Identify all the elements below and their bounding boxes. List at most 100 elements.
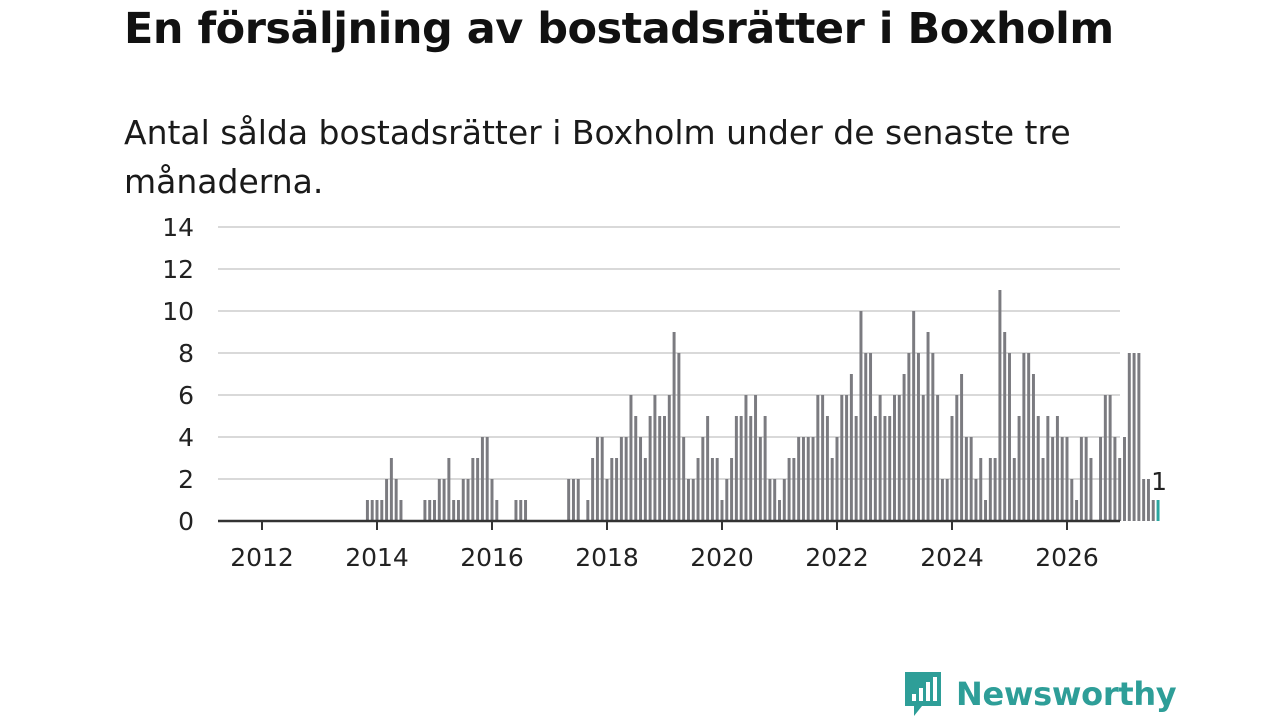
bar: [782, 479, 786, 521]
bar: [1132, 353, 1136, 521]
bar: [480, 437, 484, 521]
x-tick-label: 2012: [230, 543, 294, 572]
bar: [730, 458, 734, 521]
bar: [1036, 416, 1040, 521]
y-tick-label: 2: [178, 465, 194, 494]
x-tick-label: 2020: [690, 543, 754, 572]
bar: [773, 479, 777, 521]
bar: [984, 500, 988, 521]
bar: [936, 395, 940, 521]
y-tick-label: 8: [178, 339, 194, 368]
bar: [634, 416, 638, 521]
bar: [792, 458, 796, 521]
bar: [849, 374, 853, 521]
latest-value-label: 1: [1151, 467, 1167, 496]
bar: [1113, 437, 1117, 521]
bar: [639, 437, 643, 521]
x-tick-label: 2022: [805, 543, 869, 572]
bar: [1065, 437, 1069, 521]
bar: [442, 479, 446, 521]
bar: [1089, 458, 1093, 521]
bar: [964, 437, 968, 521]
bar: [648, 416, 652, 521]
bar: [643, 458, 647, 521]
bar: [725, 479, 729, 521]
bar: [974, 479, 978, 521]
bar: [768, 479, 772, 521]
bar: [739, 416, 743, 521]
y-tick-label: 4: [178, 423, 194, 452]
bar: [821, 395, 825, 521]
bar: [1041, 458, 1045, 521]
bar: [758, 437, 762, 521]
bar: [988, 458, 992, 521]
bar: [787, 458, 791, 521]
bar: [663, 416, 666, 521]
bar: [375, 500, 379, 521]
bar: [471, 458, 475, 521]
bar: [696, 458, 700, 521]
bar-latest: [1156, 500, 1160, 521]
bar: [744, 395, 748, 521]
bar: [1003, 332, 1007, 521]
bar: [476, 458, 480, 521]
brand-logo[interactable]: Newsworthy: [902, 668, 1177, 720]
x-tick-label: 2014: [345, 543, 409, 572]
bar: [993, 458, 997, 521]
bar: [653, 395, 657, 521]
bar: [897, 395, 901, 521]
bar: [950, 416, 954, 521]
gridlines: [218, 226, 1120, 480]
bar: [1151, 500, 1155, 521]
bar: [916, 353, 920, 521]
bar: [485, 437, 489, 521]
brand-name: Newsworthy: [956, 675, 1177, 713]
bar: [423, 500, 427, 521]
y-tick-label: 10: [162, 297, 194, 326]
bar: [902, 374, 906, 521]
bar: [677, 353, 681, 521]
bar: [1118, 458, 1122, 521]
bar: [960, 374, 964, 521]
bar: [682, 437, 686, 521]
bar: [869, 353, 873, 521]
bar: [1027, 353, 1031, 521]
bar: [706, 416, 710, 521]
bar: [437, 479, 441, 521]
bar: [859, 311, 863, 521]
bar: [749, 416, 753, 521]
x-tick-label: 2016: [460, 543, 524, 572]
chart-subtitle: Antal sålda bostadsrätter i Boxholm unde…: [124, 113, 1071, 201]
bar: [1137, 353, 1141, 521]
bar: [567, 479, 571, 521]
x-axis-labels: 2012 2014 2016 2018 2020 2022 2024 2026: [230, 543, 1099, 572]
bar: [1146, 479, 1150, 521]
bar: [667, 395, 671, 521]
bar: [461, 479, 465, 521]
y-tick-label: 14: [162, 213, 194, 242]
bar: [466, 479, 470, 521]
bar: [433, 500, 436, 521]
bar: [370, 500, 374, 521]
bar: [840, 395, 844, 521]
bar: [1075, 500, 1079, 521]
bar: [1008, 353, 1011, 521]
bar: [619, 437, 623, 521]
bar: [955, 395, 959, 521]
bar: [1103, 395, 1107, 521]
bar: [1127, 353, 1131, 521]
bar: [912, 311, 916, 521]
bar: [658, 416, 662, 521]
bar: [701, 437, 705, 521]
bar: [888, 416, 892, 521]
bar: [806, 437, 810, 521]
bar: [907, 353, 911, 521]
newsworthy-logo-icon: [905, 672, 941, 716]
bar: [1070, 479, 1074, 521]
bar: [1017, 416, 1021, 521]
bar: [490, 479, 494, 521]
bar: [605, 479, 609, 521]
bar: [854, 416, 858, 521]
annotations: 1: [1151, 467, 1167, 496]
bar: [835, 437, 839, 521]
